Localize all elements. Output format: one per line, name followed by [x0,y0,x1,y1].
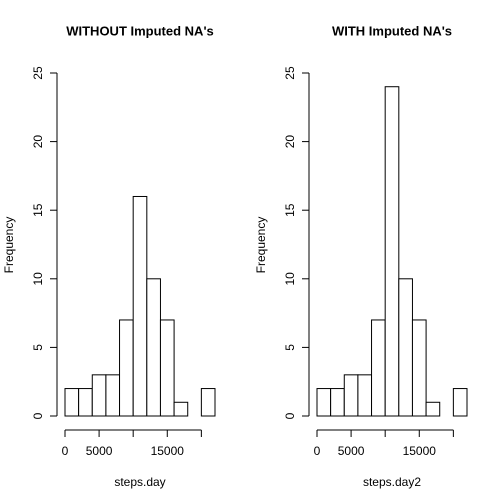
bar [357,374,373,417]
bar [343,374,359,417]
x-tick-label: 15000 [151,444,185,458]
bar [78,388,93,417]
bar [105,374,121,417]
bar [132,195,148,417]
y-tick-label: 15 [283,203,297,217]
x-tick-label: 0 [62,444,69,458]
y-tick-label: 10 [31,272,45,286]
chart-title: WITH Imputed NA's [332,23,452,38]
y-tick-label: 25 [31,66,45,80]
bar [371,319,386,417]
y-axis-label: Frequency [2,217,16,274]
y-tick-label: 0 [283,412,297,419]
x-axis-label: steps.day2 [363,475,421,489]
y-tick-label: 20 [31,135,45,149]
bar [384,86,400,417]
bar [64,388,80,417]
y-tick-label: 10 [283,272,297,286]
y-tick-label: 5 [31,344,45,351]
bar [452,388,468,417]
bar [146,278,161,417]
bar [425,401,441,417]
y-tick-label: 20 [283,135,297,149]
bar [398,278,413,417]
x-tick-label: 5000 [338,444,365,458]
bar [316,388,332,417]
bar [91,374,107,417]
bar [330,388,345,417]
y-axis-label: Frequency [254,217,268,274]
x-axis-label: steps.day [114,475,165,489]
x-tick-label: 15000 [403,444,437,458]
bar [411,319,427,417]
x-tick-label: 0 [314,444,321,458]
y-tick-label: 15 [31,203,45,217]
chart-title: WITHOUT Imputed NA's [66,23,214,38]
y-tick-label: 0 [31,412,45,419]
bar [119,319,134,417]
bar [159,319,175,417]
y-tick-label: 25 [283,66,297,80]
y-tick-label: 5 [283,344,297,351]
bar [173,401,189,417]
bar [200,388,216,417]
x-tick-label: 5000 [86,444,113,458]
